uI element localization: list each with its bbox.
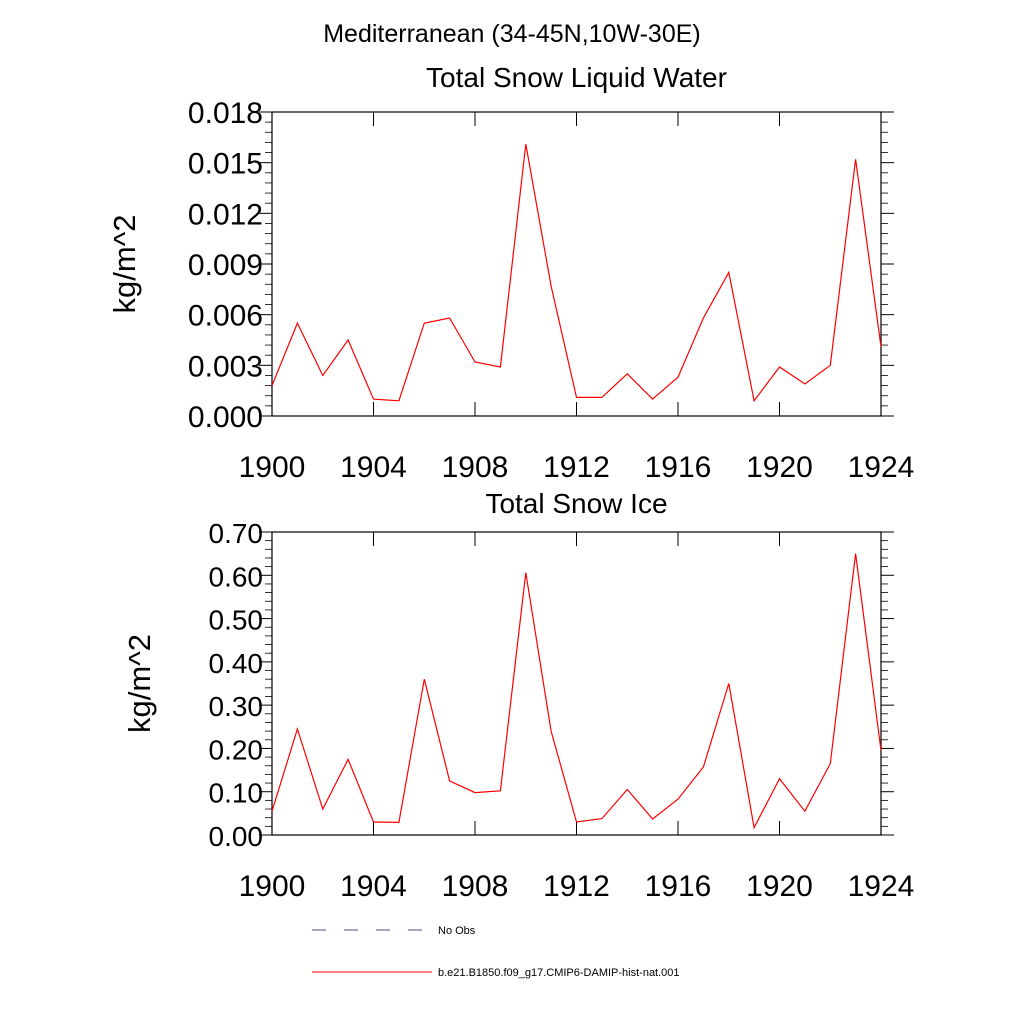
figure-title: Mediterranean (34-45N,10W-30E) <box>323 20 701 48</box>
y-tick-label: 0.003 <box>188 350 263 383</box>
x-tick-label: 1900 <box>239 870 306 903</box>
x-tick-label: 1916 <box>645 870 712 903</box>
legend: No Obs b.e21.B1850.f09_g17.CMIP6-DAMIP-hi… <box>312 925 680 979</box>
y-tick-label: 0.018 <box>188 97 263 130</box>
legend-label: No Obs <box>438 925 476 937</box>
legend-label: b.e21.B1850.f09_g17.CMIP6-DAMIP-hist-nat… <box>438 967 680 979</box>
y-tick-label: 0.00 <box>209 821 264 852</box>
x-tick-label: 1912 <box>543 870 610 903</box>
x-tick-label: 1912 <box>543 451 610 484</box>
panel-title: Total Snow Ice <box>485 488 667 519</box>
y-tick-label: 0.000 <box>188 401 263 434</box>
y-tick-label: 0.20 <box>209 734 264 765</box>
x-tick-label: 1916 <box>645 451 712 484</box>
y-tick-label: 0.015 <box>188 148 263 181</box>
y-tick-label: 0.006 <box>188 300 263 333</box>
y-tick-label: 0.60 <box>209 561 264 592</box>
y-tick-label: 0.50 <box>209 605 264 636</box>
y-axis-label: kg/m^2 <box>107 215 142 314</box>
x-tick-label: 1920 <box>746 870 813 903</box>
y-tick-label: 0.10 <box>209 778 264 809</box>
x-tick-label: 1904 <box>340 451 407 484</box>
y-tick-label: 0.30 <box>209 691 264 722</box>
y-tick-label: 0.009 <box>188 249 263 282</box>
x-tick-label: 1924 <box>848 451 915 484</box>
panel-snow-liquid-water: Total Snow Liquid Water kg/m^2 1900 1904 190… <box>107 62 914 484</box>
plot-frame <box>271 531 882 836</box>
x-tick-label: 1908 <box>442 451 509 484</box>
x-tick-label: 1900 <box>239 451 306 484</box>
x-tick-label: 1924 <box>848 870 915 903</box>
series-line <box>271 143 882 403</box>
y-tick-label: 0.012 <box>188 198 263 231</box>
series-line <box>271 553 882 830</box>
x-tick-label: 1908 <box>442 870 509 903</box>
y-axis-label: kg/m^2 <box>122 634 157 733</box>
y-tick-label: 0.40 <box>209 648 264 679</box>
panel-title: Total Snow Liquid Water <box>426 62 727 93</box>
plot-frame <box>271 111 882 417</box>
x-tick-label: 1920 <box>746 451 813 484</box>
panel-snow-ice: Total Snow Ice kg/m^2 1900 1904 1908 1912 1916… <box>122 488 914 903</box>
x-tick-label: 1904 <box>340 870 407 903</box>
y-tick-label: 0.70 <box>209 518 264 549</box>
